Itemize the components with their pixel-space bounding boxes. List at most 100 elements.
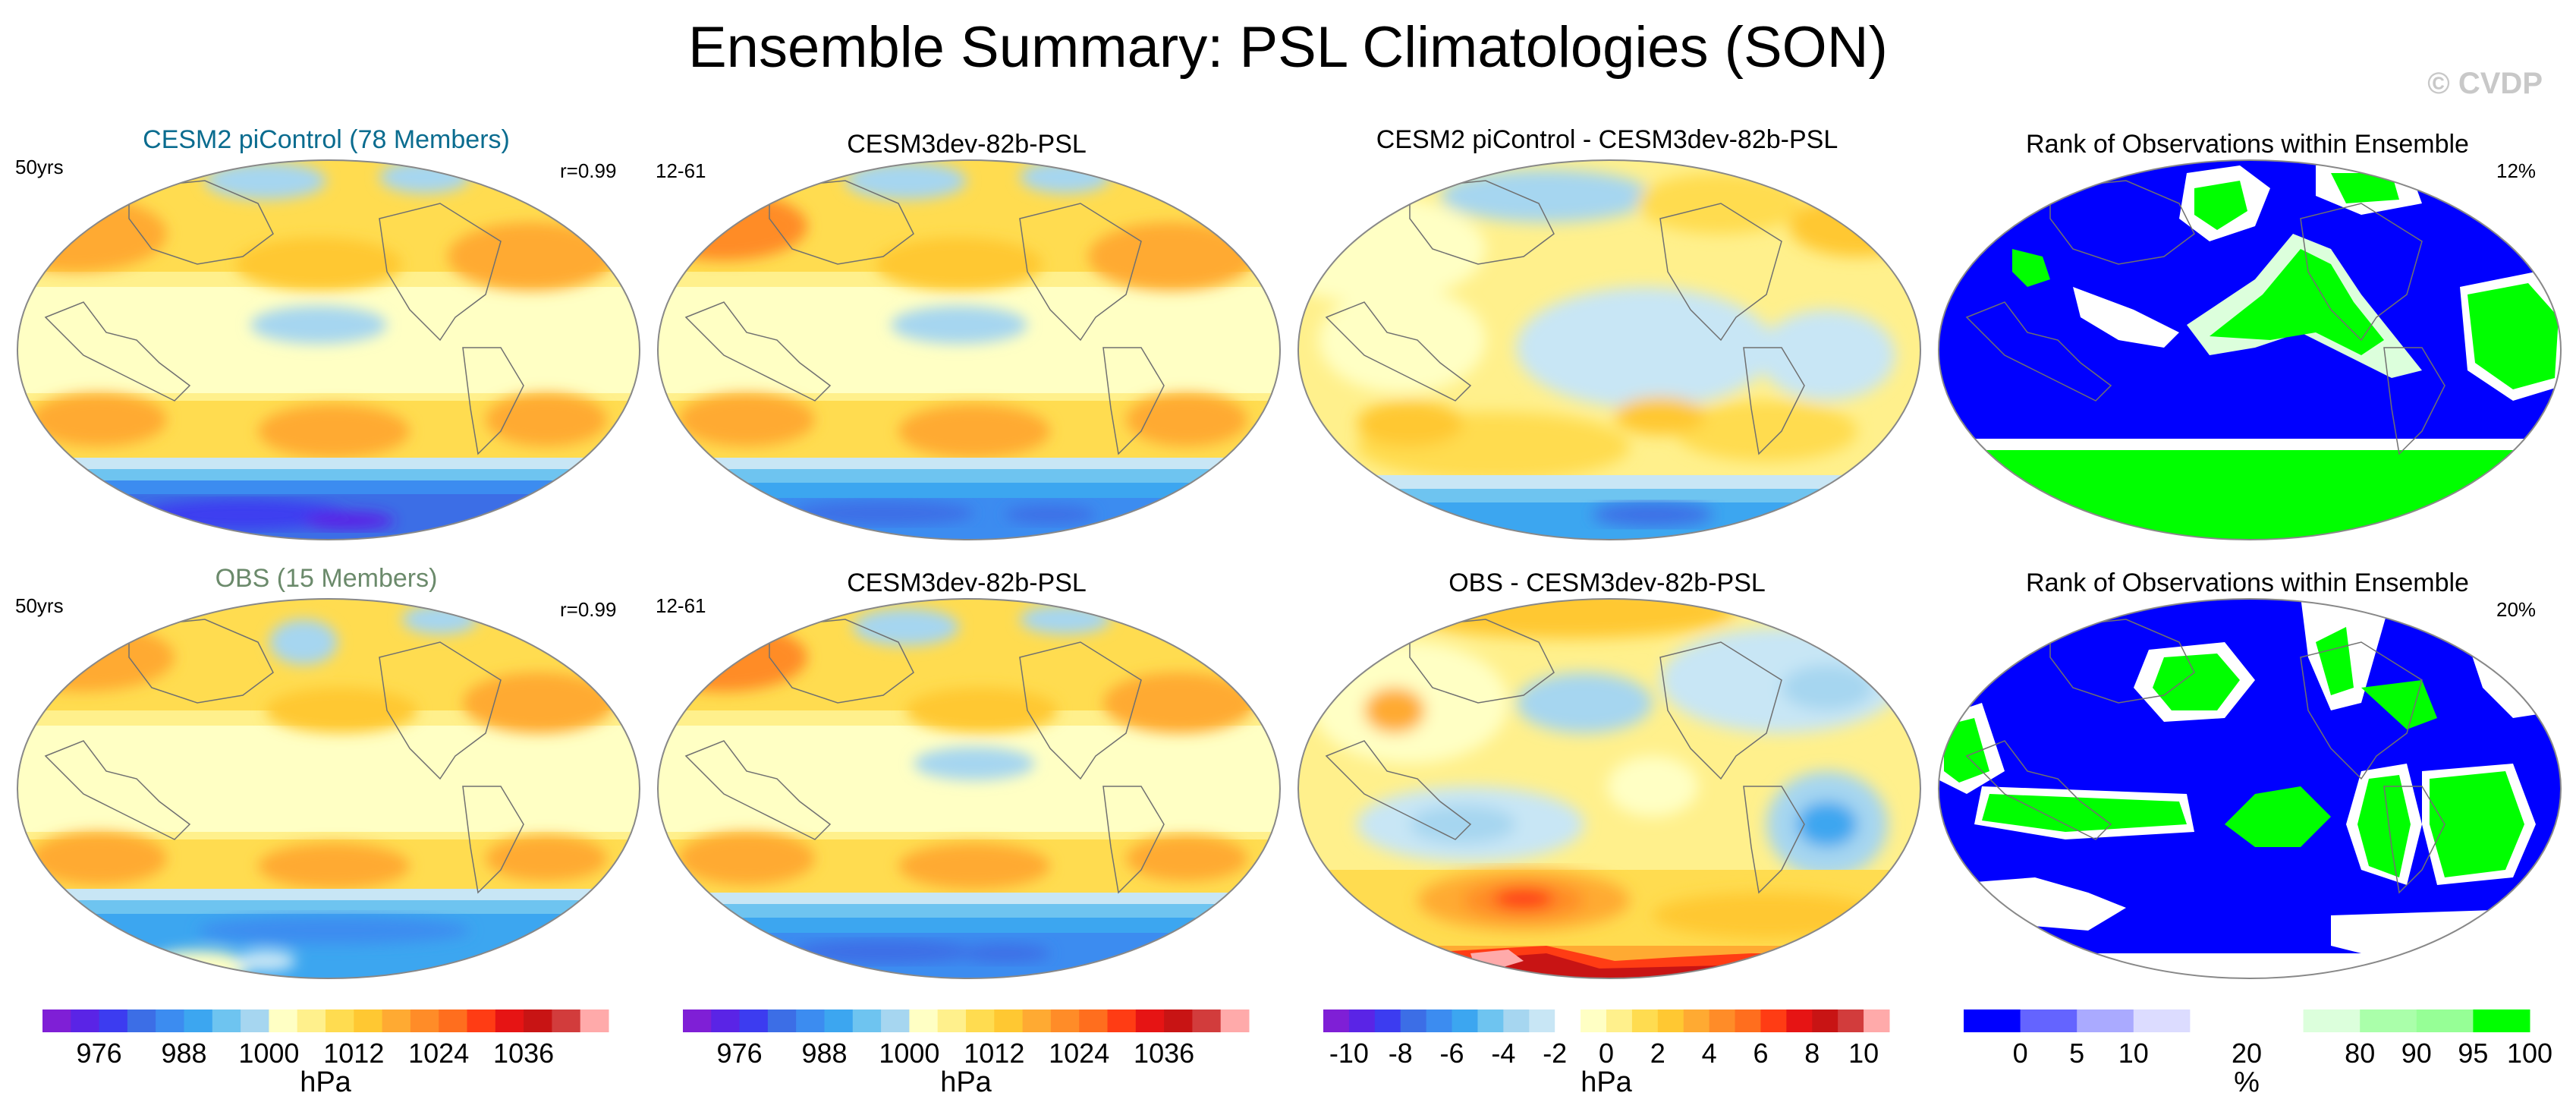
diff-colorbar-swatch xyxy=(1760,1009,1787,1032)
psl-colorbar-swatch xyxy=(241,1009,269,1032)
rank-colorbar-swatch xyxy=(2077,1009,2134,1032)
panel-years-label: 50yrs xyxy=(15,594,64,617)
psl-colorbar-swatch xyxy=(127,1009,156,1032)
psl-colorbar-unit-label: hPa xyxy=(940,1066,992,1098)
psl-colorbar-swatch xyxy=(495,1009,524,1032)
map-rank-observations xyxy=(1936,158,2563,542)
diff-colorbar-swatch xyxy=(1864,1009,1890,1032)
diff-colorbar-swatch xyxy=(1323,1009,1350,1032)
diff-colorbar-swatch xyxy=(1374,1009,1401,1032)
diff-colorbar-tick-label: -2 xyxy=(1543,1038,1567,1069)
rank-colorbar-swatch xyxy=(2416,1009,2474,1032)
diff-colorbar-unit-label: hPa xyxy=(1581,1066,1632,1098)
diff-colorbar-swatch xyxy=(1503,1009,1530,1032)
psl-colorbar-swatch xyxy=(580,1009,609,1032)
psl-colorbar-tick-label: 1024 xyxy=(1049,1038,1109,1069)
rank-colorbar-swatch xyxy=(2020,1009,2077,1032)
psl-colorbar-tick-label: 988 xyxy=(161,1038,206,1069)
diff-colorbar-tick-label: -6 xyxy=(1439,1038,1464,1069)
rank-colorbar-swatch xyxy=(2473,1009,2530,1032)
diff-colorbar-tick-label: -4 xyxy=(1491,1038,1515,1069)
psl-colorbar-tick-label: 1012 xyxy=(323,1038,384,1069)
panel-rank-percent: 20% xyxy=(2496,598,2537,621)
map-observations-psl xyxy=(15,597,642,981)
psl-colorbar-swatch xyxy=(1192,1009,1222,1032)
psl-colorbar-tick-label: 1012 xyxy=(964,1038,1024,1069)
colorbar-psl-model: 976 988 1000 1012 1024 1036 hPa xyxy=(683,1009,1260,1101)
psl-colorbar-swatch xyxy=(683,1009,712,1032)
panel-pattern-correlation: r=0.99 xyxy=(560,598,617,621)
rank-colorbar-swatch xyxy=(2303,1009,2361,1032)
psl-colorbar-swatch xyxy=(824,1009,854,1032)
rank-colorbar-swatch xyxy=(2133,1009,2191,1032)
diff-colorbar-swatch xyxy=(1631,1009,1659,1032)
diff-colorbar-tick-label: 10 xyxy=(1848,1038,1879,1069)
psl-colorbar-swatch xyxy=(711,1009,741,1032)
panel-years-label: 12-61 xyxy=(656,594,706,617)
psl-colorbar-swatch xyxy=(439,1009,467,1032)
rank-colorbar-swatch xyxy=(1964,1009,2021,1032)
map-rank-observations xyxy=(1936,597,2563,981)
panel-title-difference: CESM2 piControl - CESM3dev-82b-PSL xyxy=(1376,125,1838,154)
psl-colorbar-tick-label: 988 xyxy=(801,1038,847,1069)
diff-colorbar-swatch xyxy=(1683,1009,1710,1032)
psl-colorbar-tick-label: 1036 xyxy=(1134,1038,1194,1069)
psl-colorbar-swatch xyxy=(269,1009,298,1032)
diff-colorbar-swatch xyxy=(1477,1009,1504,1032)
psl-colorbar-swatch xyxy=(184,1009,213,1032)
diff-colorbar-swatch xyxy=(1786,1009,1813,1032)
colorbar-rank-percent: 0 5 10 20 80 90 95 100% xyxy=(1964,1009,2552,1101)
psl-colorbar-swatch xyxy=(1164,1009,1193,1032)
panel-title-ensemble: CESM2 piControl (78 Members) xyxy=(143,125,510,154)
psl-colorbar-swatch xyxy=(796,1009,825,1032)
figure-title: Ensemble Summary: PSL Climatologies (SON… xyxy=(687,15,1888,80)
rank-colorbar-tick-label: 80 xyxy=(2345,1038,2375,1069)
psl-colorbar-swatch xyxy=(410,1009,439,1032)
rank-colorbar-tick-label: 5 xyxy=(2069,1038,2084,1069)
psl-colorbar-swatch xyxy=(1022,1009,1052,1032)
map-ensemble-psl xyxy=(15,158,642,542)
panel-title-observations: OBS (15 Members) xyxy=(215,564,438,593)
panel-title-difference: OBS - CESM3dev-82b-PSL xyxy=(1448,569,1766,597)
psl-colorbar-swatch xyxy=(467,1009,496,1032)
diff-colorbar-swatch xyxy=(1400,1009,1427,1032)
rank-colorbar-tick-label: 90 xyxy=(2401,1038,2432,1069)
colorbar-psl-difference: -10 -8 -6 -4 -2 0 2 4 6 8 10 hPa xyxy=(1323,1009,1900,1101)
diff-colorbar-swatch xyxy=(1555,1009,1581,1032)
panel-pattern-correlation: r=0.99 xyxy=(560,159,617,182)
psl-colorbar-swatch xyxy=(767,1009,797,1032)
psl-colorbar-tick-label: 976 xyxy=(717,1038,763,1069)
psl-colorbar-tick-label: 1000 xyxy=(879,1038,939,1069)
psl-colorbar-swatch xyxy=(326,1009,354,1032)
diff-colorbar-swatch xyxy=(1812,1009,1838,1032)
psl-colorbar-swatch xyxy=(739,1009,769,1032)
psl-colorbar-swatch xyxy=(212,1009,241,1032)
panel-rank-percent: 12% xyxy=(2496,159,2537,182)
psl-colorbar-tick-label: 1024 xyxy=(408,1038,469,1069)
psl-colorbar-swatch xyxy=(852,1009,882,1032)
rank-colorbar-tick-label: 100 xyxy=(2507,1038,2552,1069)
psl-colorbar-swatch xyxy=(552,1009,581,1032)
panel-title-model: CESM3dev-82b-PSL xyxy=(847,569,1087,597)
psl-colorbar-swatch xyxy=(1220,1009,1250,1032)
diff-colorbar-swatch xyxy=(1838,1009,1864,1032)
diff-colorbar-swatch xyxy=(1452,1009,1478,1032)
map-model-psl xyxy=(656,597,1282,981)
diff-colorbar-tick-label: 8 xyxy=(1804,1038,1820,1069)
diff-colorbar-tick-label: -8 xyxy=(1389,1038,1413,1069)
diff-colorbar-tick-label: 4 xyxy=(1702,1038,1717,1069)
rank-colorbar-tick-label: 10 xyxy=(2118,1038,2149,1069)
colorbar-psl-ensemble: 976 988 1000 1012 1024 1036 hPa xyxy=(42,1009,619,1101)
map-ensemble-minus-model xyxy=(1296,158,1923,542)
rank-colorbar-unit-label: % xyxy=(2234,1066,2260,1098)
rank-colorbar-swatch xyxy=(2190,1009,2247,1032)
psl-colorbar-unit-label: hPa xyxy=(300,1066,351,1098)
psl-colorbar-swatch xyxy=(524,1009,552,1032)
diff-colorbar-swatch xyxy=(1348,1009,1376,1032)
psl-colorbar-tick-label: 976 xyxy=(77,1038,122,1069)
psl-colorbar-swatch xyxy=(382,1009,411,1032)
psl-colorbar-swatch xyxy=(99,1009,128,1032)
cvdp-watermark: © CVDP xyxy=(2427,67,2543,100)
psl-colorbar-swatch xyxy=(156,1009,184,1032)
diff-colorbar-tick-label: 2 xyxy=(1650,1038,1665,1069)
